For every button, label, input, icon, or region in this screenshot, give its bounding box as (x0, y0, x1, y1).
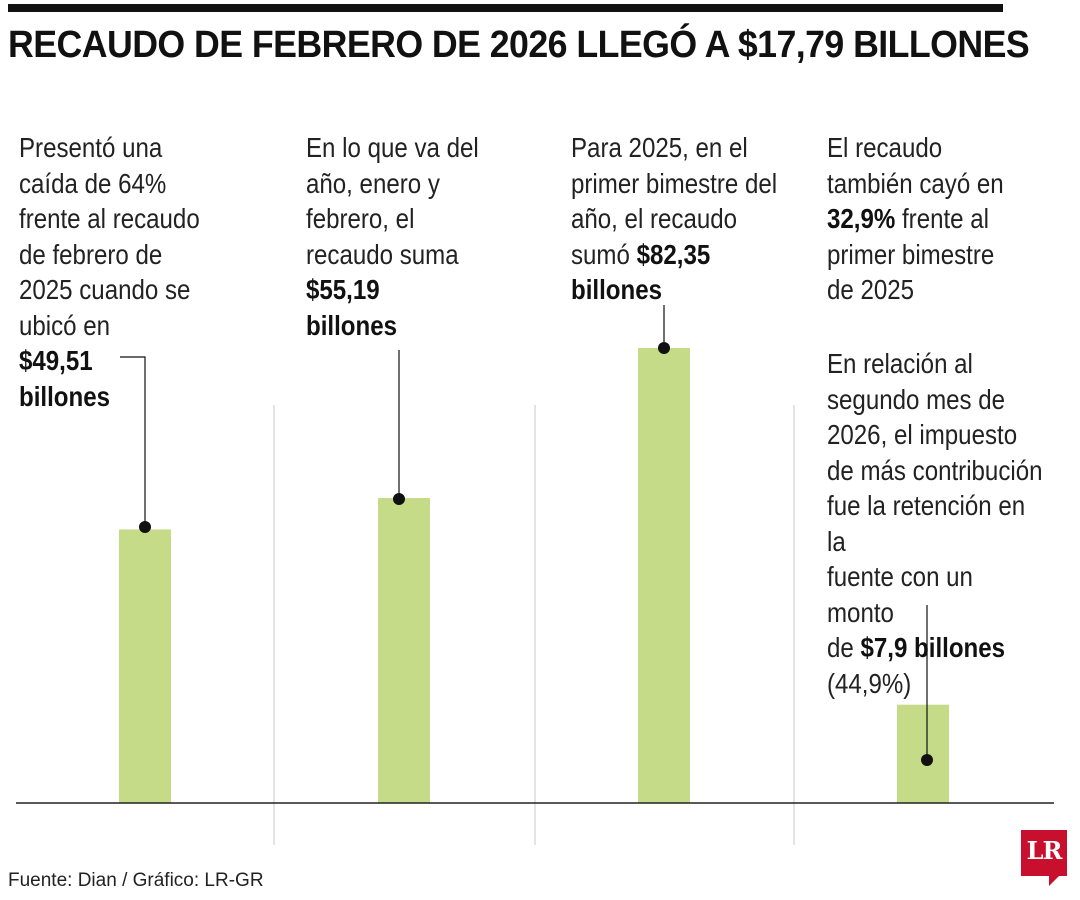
annotation-enero-febrero-2026: En lo que va del año, enero y febrero, el r… (306, 130, 479, 343)
annotation-line: primer bimestre (827, 237, 1004, 273)
annotation-line: año, el recaudo (571, 201, 777, 237)
bar-1 (119, 529, 171, 803)
annotation-line: ubicó en (19, 308, 200, 344)
annotation-line: Presentó una (19, 130, 200, 166)
annotation-line: En relación al (827, 346, 1045, 382)
annotation-line: caída de 64% (19, 166, 200, 202)
annotation-text: Presentó una (19, 132, 163, 163)
annotation-line: de febrero de (19, 237, 200, 273)
annotation-line: billones (571, 272, 777, 308)
annotation-text: de más contribución (827, 454, 1043, 486)
annotation-line: billones (19, 379, 200, 415)
annotation-bold-text: $82,35 (636, 238, 711, 270)
annotation-line: fuente con un monto (827, 559, 1045, 630)
annotation-text: Para 2025, en el (571, 132, 748, 163)
annotation-text: primer bimestre del (571, 167, 778, 199)
annotation-bimestre-2025: Para 2025, en el primer bimestre del año, … (571, 130, 777, 308)
annotation-line: $55,19 (306, 272, 479, 308)
annotation-text: segundo mes de (827, 383, 1006, 415)
annotation-text: sumó (571, 238, 637, 270)
annotation-line: El recaudo (827, 130, 1004, 166)
annotation-line: febrero, el (306, 201, 479, 237)
annotation-text: febrero, el (306, 203, 415, 234)
annotation-caida-bimestre: El recaudo también cayó en 32,9% frente al… (827, 130, 1004, 308)
annotation-line: también cayó en (827, 166, 1004, 202)
annotation-bold-text: $49,51 (19, 345, 93, 376)
annotation-text: fue la retención en la (827, 490, 1026, 557)
annotation-text: caída de 64% (19, 167, 167, 199)
leader-dot-4 (921, 754, 933, 766)
annotation-bold-text: $55,19 (306, 274, 380, 305)
annotation-text: En relación al (827, 348, 973, 379)
annotation-bold-text: billones (19, 380, 110, 412)
annotation-bold-text: billones (571, 274, 662, 305)
annotation-text: año, el recaudo (571, 203, 738, 234)
leader-dot-3 (658, 342, 670, 354)
annotation-text: frente al recaudo (19, 203, 200, 234)
annotation-bold-text: $7,9 billones (860, 632, 1006, 663)
bar-2 (378, 498, 430, 803)
annotation-line: primer bimestre del (571, 166, 777, 202)
annotation-line: sumó $82,35 (571, 237, 777, 273)
annotation-text: En lo que va del (306, 132, 479, 163)
annotation-bold-text: 32,9% (827, 203, 896, 234)
source-footer: Fuente: Dian / Gráfico: LR-GR (8, 870, 264, 891)
annotation-text: de febrero de (19, 238, 163, 270)
annotation-text: recaudo suma (306, 238, 459, 270)
leader-line-1 (120, 356, 146, 527)
annotation-line: recaudo suma (306, 237, 479, 273)
annotation-line: de más contribución (827, 453, 1045, 489)
annotation-line: (44,9%) (827, 666, 1045, 702)
annotation-line: 2025 cuando se (19, 272, 200, 308)
bar-4 (897, 704, 949, 803)
annotation-line: fue la retención en la (827, 488, 1045, 559)
annotation-text: ubicó en (19, 309, 111, 341)
annotation-line: de $7,9 billones (827, 630, 1045, 666)
annotation-febrero-2025: Presentó una caída de 64% frente al recaud… (19, 130, 200, 414)
lr-logo-tail (1049, 874, 1061, 886)
annotation-line: de 2025 (827, 272, 1004, 308)
annotation-line: Para 2025, en el (571, 130, 777, 166)
annotation-line: 32,9% frente al (827, 201, 1004, 237)
annotation-retencion-fuente: En relación al segundo mes de 2026, el imp… (827, 346, 1045, 701)
annotation-line: segundo mes de (827, 382, 1045, 418)
annotation-line: año, enero y (306, 166, 479, 202)
annotation-text: frente al (895, 203, 989, 234)
annotation-text: de (827, 632, 861, 663)
annotation-text: año, enero y (306, 167, 440, 199)
annotation-line: billones (306, 308, 479, 344)
leader-dot-1 (139, 521, 151, 533)
annotation-line: En lo que va del (306, 130, 479, 166)
annotation-line: $49,51 (19, 343, 200, 379)
top-rule (8, 4, 1003, 12)
annotation-text: también cayó en (827, 167, 1004, 199)
annotation-line: 2026, el impuesto (827, 417, 1045, 453)
lr-logo: LR (1021, 830, 1067, 876)
chart-title: RECAUDO DE FEBRERO DE 2026 LLEGÓ A $17,7… (8, 24, 1030, 66)
bar-3 (638, 348, 690, 803)
annotation-line: frente al recaudo (19, 201, 200, 237)
annotation-text: primer bimestre (827, 238, 995, 270)
annotation-text: 2025 cuando se (19, 274, 191, 305)
leader-dot-2 (393, 493, 405, 505)
annotation-text: fuente con un monto (827, 561, 973, 628)
annotation-text: 2026, el impuesto (827, 419, 1018, 450)
annotation-text: de 2025 (827, 274, 915, 305)
annotation-text: El recaudo (827, 132, 943, 163)
lr-logo-text: LR (1026, 836, 1063, 865)
annotation-bold-text: billones (306, 309, 397, 341)
annotation-text: (44,9%) (827, 667, 912, 699)
